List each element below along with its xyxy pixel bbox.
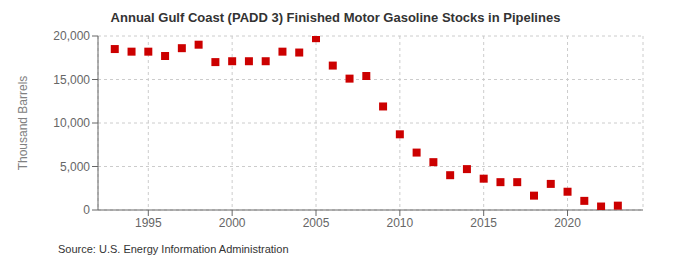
svg-text:2015: 2015 bbox=[470, 216, 497, 230]
svg-text:20,000: 20,000 bbox=[53, 29, 90, 43]
svg-text:1995: 1995 bbox=[135, 216, 162, 230]
svg-text:Thousand Barrels: Thousand Barrels bbox=[16, 76, 30, 171]
svg-text:5,000: 5,000 bbox=[60, 160, 90, 174]
svg-text:2005: 2005 bbox=[303, 216, 330, 230]
svg-text:2020: 2020 bbox=[554, 216, 581, 230]
svg-text:2000: 2000 bbox=[219, 216, 246, 230]
svg-text:15,000: 15,000 bbox=[53, 73, 90, 87]
svg-text:2010: 2010 bbox=[386, 216, 413, 230]
svg-text:0: 0 bbox=[83, 203, 90, 217]
html-text:Annual Gulf Coast (PADD 3) Fin: Annual Gulf Coast (PADD 3) Finished Moto… bbox=[110, 10, 561, 25]
svg-text:10,000: 10,000 bbox=[53, 116, 90, 130]
html-text:Source: U.S. Energy Informatio: Source: U.S. Energy Information Administ… bbox=[58, 243, 289, 255]
